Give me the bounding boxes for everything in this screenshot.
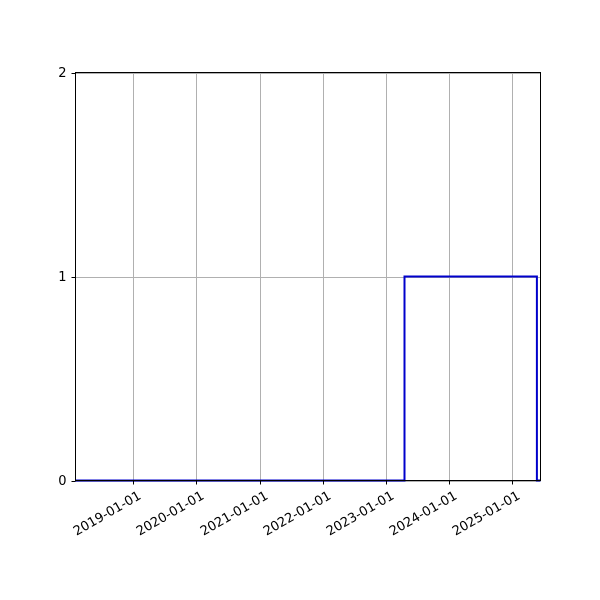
series-layer <box>75 275 541 482</box>
y-tick-label: 2 <box>58 66 66 81</box>
plot-frame <box>75 72 541 481</box>
x-tick-label: 2020-01-01 <box>134 489 207 540</box>
x-tick-label: 2021-01-01 <box>198 489 271 540</box>
x-tick-label: 2023-01-01 <box>324 489 397 540</box>
y-tick-label: 0 <box>58 474 66 489</box>
series-line <box>75 275 541 482</box>
y-tick-label: 1 <box>58 270 66 285</box>
x-tick-label: 2022-01-01 <box>261 489 334 540</box>
x-tick-label: 2019-01-01 <box>71 489 144 540</box>
x-tick-label: 2025-01-01 <box>450 489 523 540</box>
x-tick-label: 2024-01-01 <box>387 489 460 540</box>
axis-ticks: 2019-01-012020-01-012021-01-012022-01-01… <box>58 66 523 539</box>
